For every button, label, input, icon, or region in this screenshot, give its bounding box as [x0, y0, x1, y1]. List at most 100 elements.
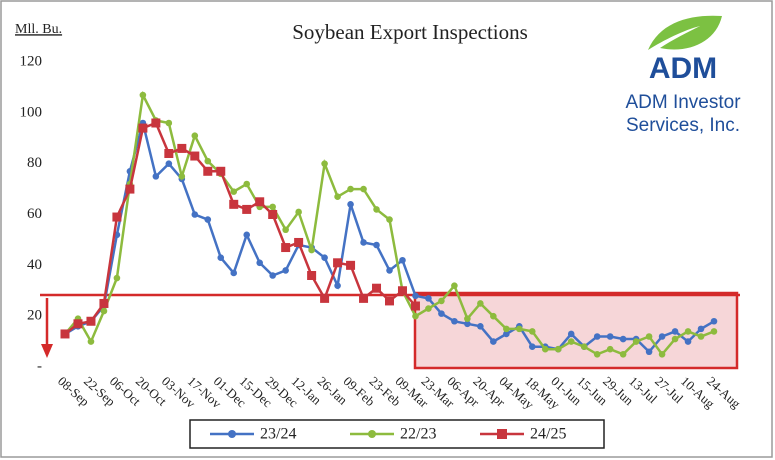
point [697, 333, 705, 340]
y-tick-label: 80 [27, 155, 42, 171]
point [425, 295, 432, 302]
point [334, 282, 341, 289]
point [567, 338, 575, 345]
point [334, 193, 341, 201]
point [684, 338, 692, 345]
point [658, 350, 666, 358]
point [671, 328, 679, 335]
point [165, 119, 173, 127]
point [451, 317, 458, 325]
point [99, 298, 109, 308]
point [645, 348, 653, 356]
point [100, 307, 108, 315]
y-tick-label: 20 [27, 308, 42, 324]
point [139, 91, 147, 99]
logo-text: ADM Investor [625, 92, 741, 113]
point [386, 216, 393, 223]
point [490, 338, 497, 345]
point [697, 325, 705, 333]
point [320, 293, 330, 303]
point [451, 282, 458, 289]
point [658, 333, 666, 340]
point [242, 204, 252, 214]
point [269, 272, 276, 279]
point [347, 185, 354, 193]
y-tick-label: 120 [20, 53, 43, 69]
point [112, 212, 122, 222]
legend-marker [228, 430, 236, 438]
point [360, 185, 367, 193]
point [216, 166, 226, 176]
point [567, 330, 575, 338]
point [528, 328, 536, 335]
point [619, 350, 627, 358]
point [204, 157, 212, 165]
legend-marker [368, 430, 376, 438]
point [190, 151, 200, 161]
point [425, 305, 432, 312]
point [541, 345, 549, 353]
point [386, 267, 393, 274]
legend-box [189, 419, 605, 449]
point [464, 320, 471, 328]
point [606, 333, 614, 340]
point [308, 246, 315, 254]
point [477, 323, 484, 330]
series-line [64, 121, 417, 335]
y-axis-label: Mll. Bu. [15, 22, 62, 37]
point [282, 267, 289, 274]
point [243, 231, 251, 239]
y-tick-label: 100 [20, 104, 43, 120]
point [230, 269, 238, 277]
point [580, 343, 588, 350]
point [359, 293, 369, 303]
point [86, 316, 96, 326]
point [372, 283, 382, 293]
point [321, 254, 328, 262]
point [399, 256, 406, 264]
point [165, 160, 173, 167]
point [333, 258, 343, 268]
point [632, 338, 640, 345]
point [606, 345, 614, 353]
point [113, 274, 121, 282]
point [684, 328, 692, 335]
point [203, 166, 213, 176]
point [321, 160, 328, 167]
legend-label: 22/23 [400, 426, 436, 443]
point [477, 300, 484, 307]
logo-text: Services, Inc. [626, 115, 740, 136]
point [204, 216, 212, 223]
point [281, 243, 291, 253]
point [177, 143, 187, 153]
logo: ADM ADM Investor Services, Inc. [625, 15, 741, 136]
point [268, 210, 278, 219]
point [295, 208, 302, 216]
point [410, 301, 420, 311]
y-tick-label: 60 [27, 206, 42, 222]
point [710, 328, 718, 335]
point [256, 259, 264, 267]
point [152, 173, 160, 180]
chart-title: Soybean Export Inspections [292, 20, 528, 44]
point [464, 315, 471, 323]
point [671, 335, 679, 343]
legend-marker [497, 429, 507, 439]
point [138, 123, 148, 133]
highlight-box [413, 291, 739, 370]
legend-label: 24/25 [530, 426, 566, 443]
point [516, 325, 523, 333]
point [307, 271, 317, 280]
point [229, 199, 239, 209]
point [125, 184, 135, 194]
point [164, 149, 174, 158]
y-tick-label: 40 [27, 257, 42, 273]
point [347, 201, 354, 208]
point [73, 319, 83, 329]
point [710, 317, 718, 325]
arrow-head [41, 344, 53, 358]
point [282, 226, 289, 234]
point [528, 343, 536, 350]
point [151, 118, 161, 128]
